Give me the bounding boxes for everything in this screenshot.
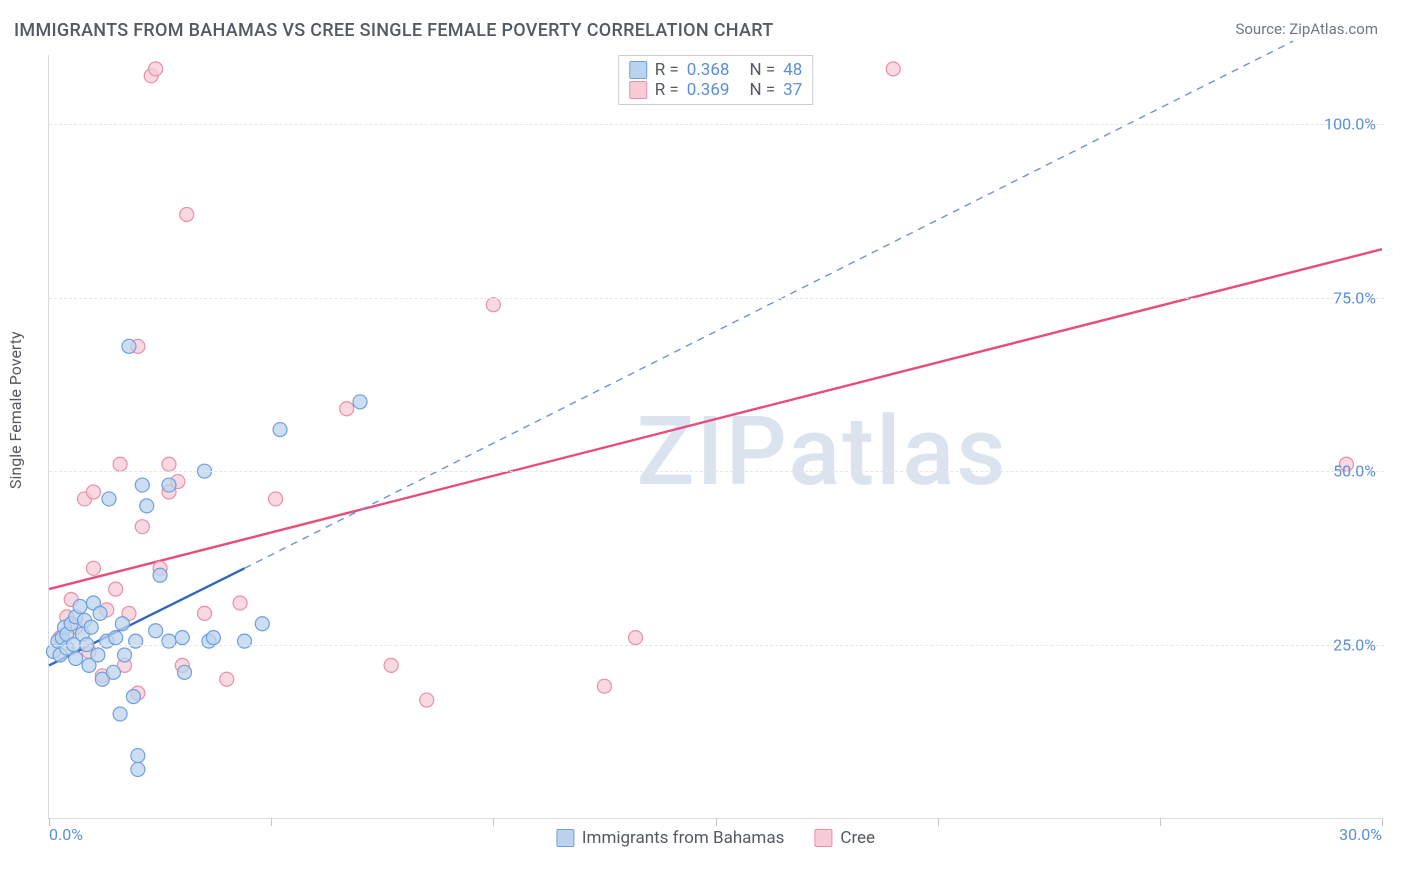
correlation-chart: Single Female Poverty ZIPatlas R = 0.368… xyxy=(0,49,1406,879)
y-axis-tick-label: 75.0% xyxy=(1333,288,1376,307)
plot-area: ZIPatlas R = 0.368 N = 48 R = 0.369 N = … xyxy=(48,55,1382,819)
y-axis-tick-label: 25.0% xyxy=(1333,635,1376,654)
plot-svg xyxy=(49,55,1382,818)
legend-item-cree: Cree xyxy=(814,828,875,848)
chart-title: IMMIGRANTS FROM BAHAMAS VS CREE SINGLE F… xyxy=(14,20,774,41)
legend-item-bahamas: Immigrants from Bahamas xyxy=(556,828,784,848)
y-axis-tick-label: 100.0% xyxy=(1324,115,1376,134)
legend-label: Cree xyxy=(840,828,875,848)
x-axis-max-label: 30.0% xyxy=(1339,825,1382,844)
x-axis-min-label: 0.0% xyxy=(49,825,83,844)
source-attribution: Source: ZipAtlas.com xyxy=(1235,20,1378,38)
swatch-bahamas-icon xyxy=(556,829,574,847)
y-axis-tick-label: 50.0% xyxy=(1333,462,1376,481)
y-axis-label: Single Female Poverty xyxy=(6,331,25,489)
legend-label: Immigrants from Bahamas xyxy=(582,828,784,848)
swatch-cree-icon xyxy=(814,829,832,847)
series-legend: Immigrants from Bahamas Cree xyxy=(556,828,875,848)
